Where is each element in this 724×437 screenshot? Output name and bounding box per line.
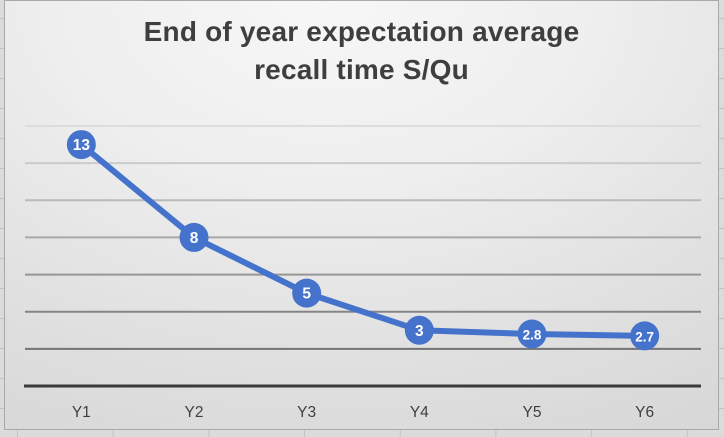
data-point-Y6[interactable] [630, 321, 660, 351]
data-point-Y2[interactable] [179, 222, 209, 252]
plot-canvas: 13 8 5 3 2.8 2.7 Y1 Y2 Y3 Y4 Y5 Y6 [24, 125, 701, 421]
data-point-Y5[interactable] [517, 319, 547, 349]
series-line [78, 141, 648, 339]
x-axis-label-Y1: Y1 [72, 404, 91, 421]
data-label-Y3: 5 [302, 286, 311, 303]
data-point-Y4[interactable] [404, 315, 434, 345]
x-axis-label-Y5: Y5 [523, 404, 542, 421]
x-axis-label-Y4: Y4 [410, 404, 429, 421]
x-axis-label-Y6: Y6 [635, 404, 654, 421]
data-label-Y1: 13 [73, 137, 91, 154]
data-label-Y5: 2.8 [523, 328, 542, 343]
data-label-Y2: 8 [190, 230, 199, 247]
data-label-Y4: 3 [415, 323, 424, 340]
chart-area[interactable]: End of year expectation average recall t… [4, 0, 719, 430]
data-label-Y6: 2.7 [635, 329, 654, 344]
x-axis-label-Y2: Y2 [185, 404, 204, 421]
data-point-Y1[interactable] [66, 130, 96, 160]
x-axis-label-Y3: Y3 [297, 404, 316, 421]
data-point-Y3[interactable] [292, 278, 322, 308]
